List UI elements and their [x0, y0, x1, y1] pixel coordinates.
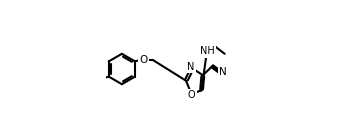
Text: N: N [219, 67, 227, 77]
Text: N: N [187, 62, 195, 72]
Text: NH: NH [200, 46, 215, 56]
Text: O: O [188, 91, 196, 100]
Text: O: O [139, 55, 147, 65]
